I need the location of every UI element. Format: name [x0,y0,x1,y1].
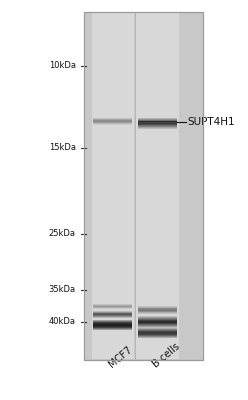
Bar [93,322,132,323]
Text: 10kDa: 10kDa [49,62,76,70]
Text: 40kDa: 40kDa [49,318,76,326]
Text: B cells: B cells [151,342,182,370]
Bar [138,334,177,335]
Bar [138,333,177,334]
Bar [138,316,177,317]
Bar [138,326,177,327]
Bar [93,328,132,329]
Bar [138,121,177,122]
Bar [93,323,132,324]
Bar [138,123,177,124]
Bar [93,329,132,330]
Bar [138,329,177,330]
Bar [138,122,177,123]
Bar [138,321,177,322]
Bar [138,120,177,121]
Bar [93,327,132,328]
Bar [138,128,177,129]
Bar [138,118,177,119]
Bar [138,331,177,332]
Text: 35kDa: 35kDa [49,286,76,294]
Bar [92,13,134,359]
Bar [138,313,177,314]
Bar [138,335,177,336]
Bar [138,324,177,325]
Bar [93,320,132,321]
Bar [138,125,177,126]
Bar [138,327,177,328]
Bar [138,311,177,312]
Text: SUPT4H1: SUPT4H1 [187,117,235,127]
Bar [93,325,132,326]
Bar [84,12,203,360]
Bar [138,306,177,307]
Bar [138,328,177,329]
Bar [138,336,177,337]
Bar [138,316,177,317]
Bar [138,337,177,338]
Bar [138,323,177,324]
Bar [138,318,177,319]
Bar [93,326,132,327]
Bar [138,119,177,120]
Text: MCF7: MCF7 [106,345,134,370]
Bar [138,325,177,326]
Bar [138,330,177,331]
Bar [138,309,177,310]
Bar [138,321,177,322]
Text: 15kDa: 15kDa [49,144,76,152]
Bar [138,317,177,318]
Bar [138,312,177,313]
Bar [136,13,179,359]
Bar [138,310,177,311]
Bar [138,320,177,321]
Bar [138,308,177,309]
Bar [138,307,177,308]
Bar [138,332,177,333]
Bar [138,319,177,320]
Bar [93,321,132,322]
Bar [93,324,132,325]
Bar [138,124,177,125]
Bar [138,126,177,127]
Bar [138,322,177,323]
Bar [84,12,203,360]
Bar [138,127,177,128]
Text: 25kDa: 25kDa [49,230,76,238]
